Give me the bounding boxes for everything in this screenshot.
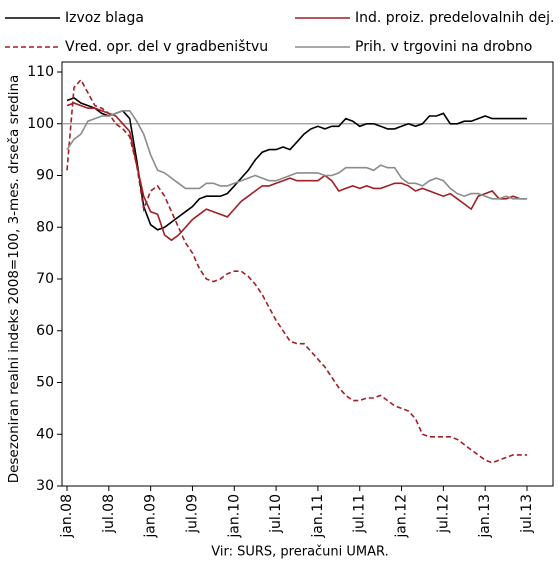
x-tick-label: jul.11: [352, 494, 368, 534]
x-tick-label: jan.12: [394, 494, 410, 539]
legend-label: Izvoz blaga: [65, 10, 144, 26]
series-line: [66, 78, 527, 464]
y-tick-label: 30: [36, 478, 54, 494]
y-tick-label: 40: [36, 426, 54, 442]
y-tick-label: 100: [27, 116, 54, 132]
y-axis-label: Desezoniran realni indeks 2008=100, 3-me…: [6, 75, 22, 484]
source-note: Vir: SURS, preračuni UMAR.: [211, 545, 388, 560]
x-tick-label: jan.08: [59, 494, 75, 539]
series-line: [66, 102, 527, 242]
x-tick-label: jul.08: [101, 494, 117, 534]
y-tick-label: 60: [36, 323, 54, 339]
legend-label: Vred. opr. del v gradbeništvu: [65, 39, 268, 55]
x-tick-label: jul.10: [268, 494, 284, 534]
y-tick-label: 90: [36, 168, 54, 184]
x-tick-label: jan.10: [226, 494, 242, 539]
legend-label: Ind. proiz. predelovalnih dej.: [355, 10, 554, 26]
y-tick-label: 110: [27, 64, 54, 80]
x-tick-label: jan.09: [143, 494, 159, 539]
y-tick-label: 80: [36, 219, 54, 235]
y-tick-label: 70: [36, 271, 54, 287]
x-tick-label: jul.13: [519, 494, 535, 534]
x-tick-label: jul.09: [184, 494, 200, 534]
x-tick-label: jan.11: [310, 494, 326, 539]
x-tick-label: jan.13: [477, 494, 493, 539]
legend-label: Prih. v trgovini na drobno: [355, 39, 532, 55]
x-tick-label: jul.12: [435, 494, 451, 534]
series-line: [66, 110, 527, 200]
plot-frame: [61, 61, 554, 487]
y-tick-label: 50: [36, 375, 54, 391]
